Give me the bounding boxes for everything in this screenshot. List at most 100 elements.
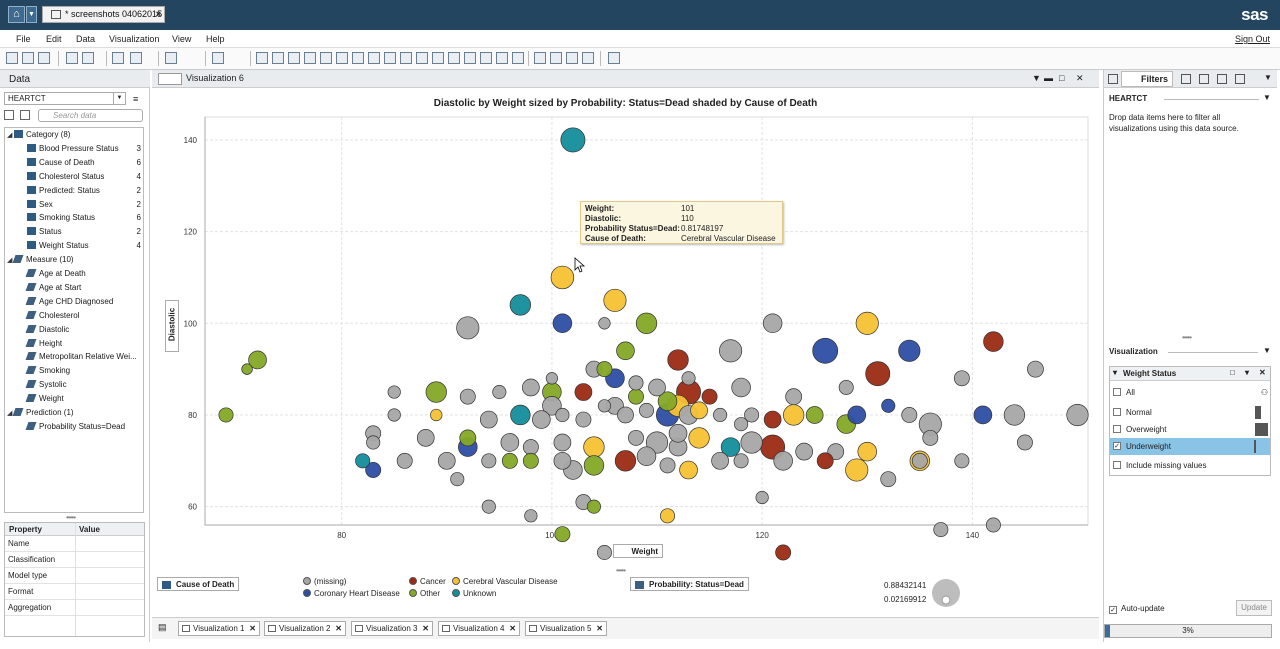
data-item[interactable]: Predicted: Status 2 xyxy=(27,184,143,197)
splitter-grip[interactable]: ••••• xyxy=(66,513,76,522)
data-point[interactable] xyxy=(733,453,749,469)
tab-filters[interactable]: Filters xyxy=(1121,71,1173,87)
checkbox[interactable]: ✓ xyxy=(1113,442,1121,450)
data-item[interactable]: Smoking xyxy=(25,364,143,377)
ranks-tab-icon[interactable] xyxy=(1235,74,1245,84)
menu-file[interactable]: File xyxy=(16,34,31,44)
toolbar-tool-icon[interactable] xyxy=(304,52,316,64)
toolbar-tool-icon[interactable] xyxy=(550,52,562,64)
checkbox[interactable] xyxy=(1113,388,1121,396)
tab-visualization-4[interactable]: Visualization 4 ✕ xyxy=(438,621,520,636)
toolbar-tool-icon[interactable] xyxy=(38,52,50,64)
data-point[interactable] xyxy=(857,441,877,462)
data-point[interactable] xyxy=(479,410,498,429)
auto-update-toggle[interactable]: ✓ Auto-update xyxy=(1109,604,1165,614)
data-point[interactable] xyxy=(500,433,520,452)
checkbox[interactable] xyxy=(1113,461,1121,469)
toolbar-tool-icon[interactable] xyxy=(608,52,620,64)
data-point[interactable] xyxy=(701,388,718,405)
data-point[interactable] xyxy=(881,398,896,413)
data-point[interactable] xyxy=(973,405,993,425)
data-item[interactable]: Sex 2 xyxy=(27,198,143,211)
data-point[interactable] xyxy=(552,313,573,334)
toolbar-tool-icon[interactable] xyxy=(212,52,224,64)
data-point[interactable] xyxy=(713,407,728,423)
search-data-input[interactable]: Search data xyxy=(38,109,143,122)
filter-option-overweight[interactable]: Overweight xyxy=(1110,421,1270,438)
filter-option-underweight[interactable]: ✓ Underweight xyxy=(1110,438,1270,455)
data-item[interactable]: Smoking Status 6 xyxy=(27,211,143,224)
document-tab[interactable]: * screenshots 04062015 × xyxy=(42,6,165,23)
new-data-item-icon[interactable] xyxy=(4,110,14,120)
data-point[interactable] xyxy=(985,517,1001,533)
filter-icon[interactable]: ▼ xyxy=(1032,73,1041,83)
data-point[interactable] xyxy=(755,490,769,505)
data-point[interactable] xyxy=(805,406,824,424)
legend-grip[interactable]: ••••• xyxy=(616,566,626,575)
color-role-button[interactable]: Cause of Death xyxy=(157,577,240,591)
data-point[interactable] xyxy=(616,341,635,361)
toolbar-tool-icon[interactable] xyxy=(368,52,380,64)
tab-visualization-3[interactable]: Visualization 3 ✕ xyxy=(351,621,433,636)
data-point[interactable] xyxy=(855,311,879,335)
data-point[interactable] xyxy=(241,363,253,375)
data-point[interactable] xyxy=(1027,360,1044,378)
data-point[interactable] xyxy=(645,431,669,454)
toolbar-tool-icon[interactable] xyxy=(352,52,364,64)
data-point[interactable] xyxy=(416,429,435,447)
comments-tab-icon[interactable] xyxy=(1217,74,1227,84)
data-point[interactable] xyxy=(554,526,571,543)
data-point[interactable] xyxy=(847,405,867,425)
data-point[interactable] xyxy=(617,406,634,424)
splitter-grip[interactable]: ••••• xyxy=(1182,333,1192,342)
data-point[interactable] xyxy=(740,431,763,454)
data-point[interactable] xyxy=(933,522,949,538)
data-point[interactable] xyxy=(983,331,1004,352)
data-point[interactable] xyxy=(522,439,539,456)
toolbar-tool-icon[interactable] xyxy=(112,52,124,64)
data-point[interactable] xyxy=(648,378,666,397)
chart-type-selector[interactable] xyxy=(158,73,182,85)
menu-view[interactable]: View xyxy=(172,34,192,44)
data-point[interactable] xyxy=(922,429,939,446)
data-item[interactable]: Diastolic xyxy=(25,323,143,336)
toolbar-tool-icon[interactable] xyxy=(320,52,332,64)
maximize-icon[interactable]: □ xyxy=(1059,73,1065,83)
chevron-down-icon[interactable]: ▾ xyxy=(1245,368,1250,377)
include-missing-option[interactable]: Include missing values xyxy=(1110,457,1270,474)
data-point[interactable] xyxy=(492,385,507,400)
styles-tab-icon[interactable] xyxy=(1199,74,1209,84)
y-axis-role[interactable]: Diastolic xyxy=(165,300,179,352)
toolbar-tool-icon[interactable] xyxy=(288,52,300,64)
data-point[interactable] xyxy=(734,417,749,432)
data-menu-icon[interactable]: ≡ xyxy=(133,94,139,104)
data-point[interactable] xyxy=(953,370,970,387)
data-point[interactable] xyxy=(628,388,644,405)
data-point[interactable] xyxy=(731,377,751,398)
data-point[interactable] xyxy=(542,396,562,416)
tab-visualization-5[interactable]: Visualization 5 ✕ xyxy=(525,621,607,636)
data-point[interactable] xyxy=(667,349,689,371)
data-point[interactable] xyxy=(614,450,637,472)
update-button[interactable]: Update xyxy=(1236,600,1272,616)
data-point[interactable] xyxy=(603,288,627,312)
data-point[interactable] xyxy=(555,407,570,423)
data-point[interactable] xyxy=(396,452,413,469)
data-point[interactable] xyxy=(628,429,644,446)
data-point[interactable] xyxy=(838,379,854,395)
data-point[interactable] xyxy=(553,451,572,470)
checkbox[interactable]: ✓ xyxy=(1109,606,1117,614)
data-point[interactable] xyxy=(812,337,839,364)
data-point[interactable] xyxy=(690,401,708,420)
data-point[interactable] xyxy=(657,391,678,411)
toolbar-tool-icon[interactable] xyxy=(400,52,412,64)
data-point[interactable] xyxy=(785,388,803,406)
data-item[interactable]: Weight Status 4 xyxy=(27,239,143,252)
data-point[interactable] xyxy=(550,265,575,290)
expand-icon[interactable]: ◢ xyxy=(7,257,13,265)
data-point[interactable] xyxy=(509,294,532,316)
toolbar-tool-icon[interactable] xyxy=(82,52,94,64)
home-menu-button[interactable]: ▼ xyxy=(26,6,37,23)
toolbar-tool-icon[interactable] xyxy=(130,52,142,64)
